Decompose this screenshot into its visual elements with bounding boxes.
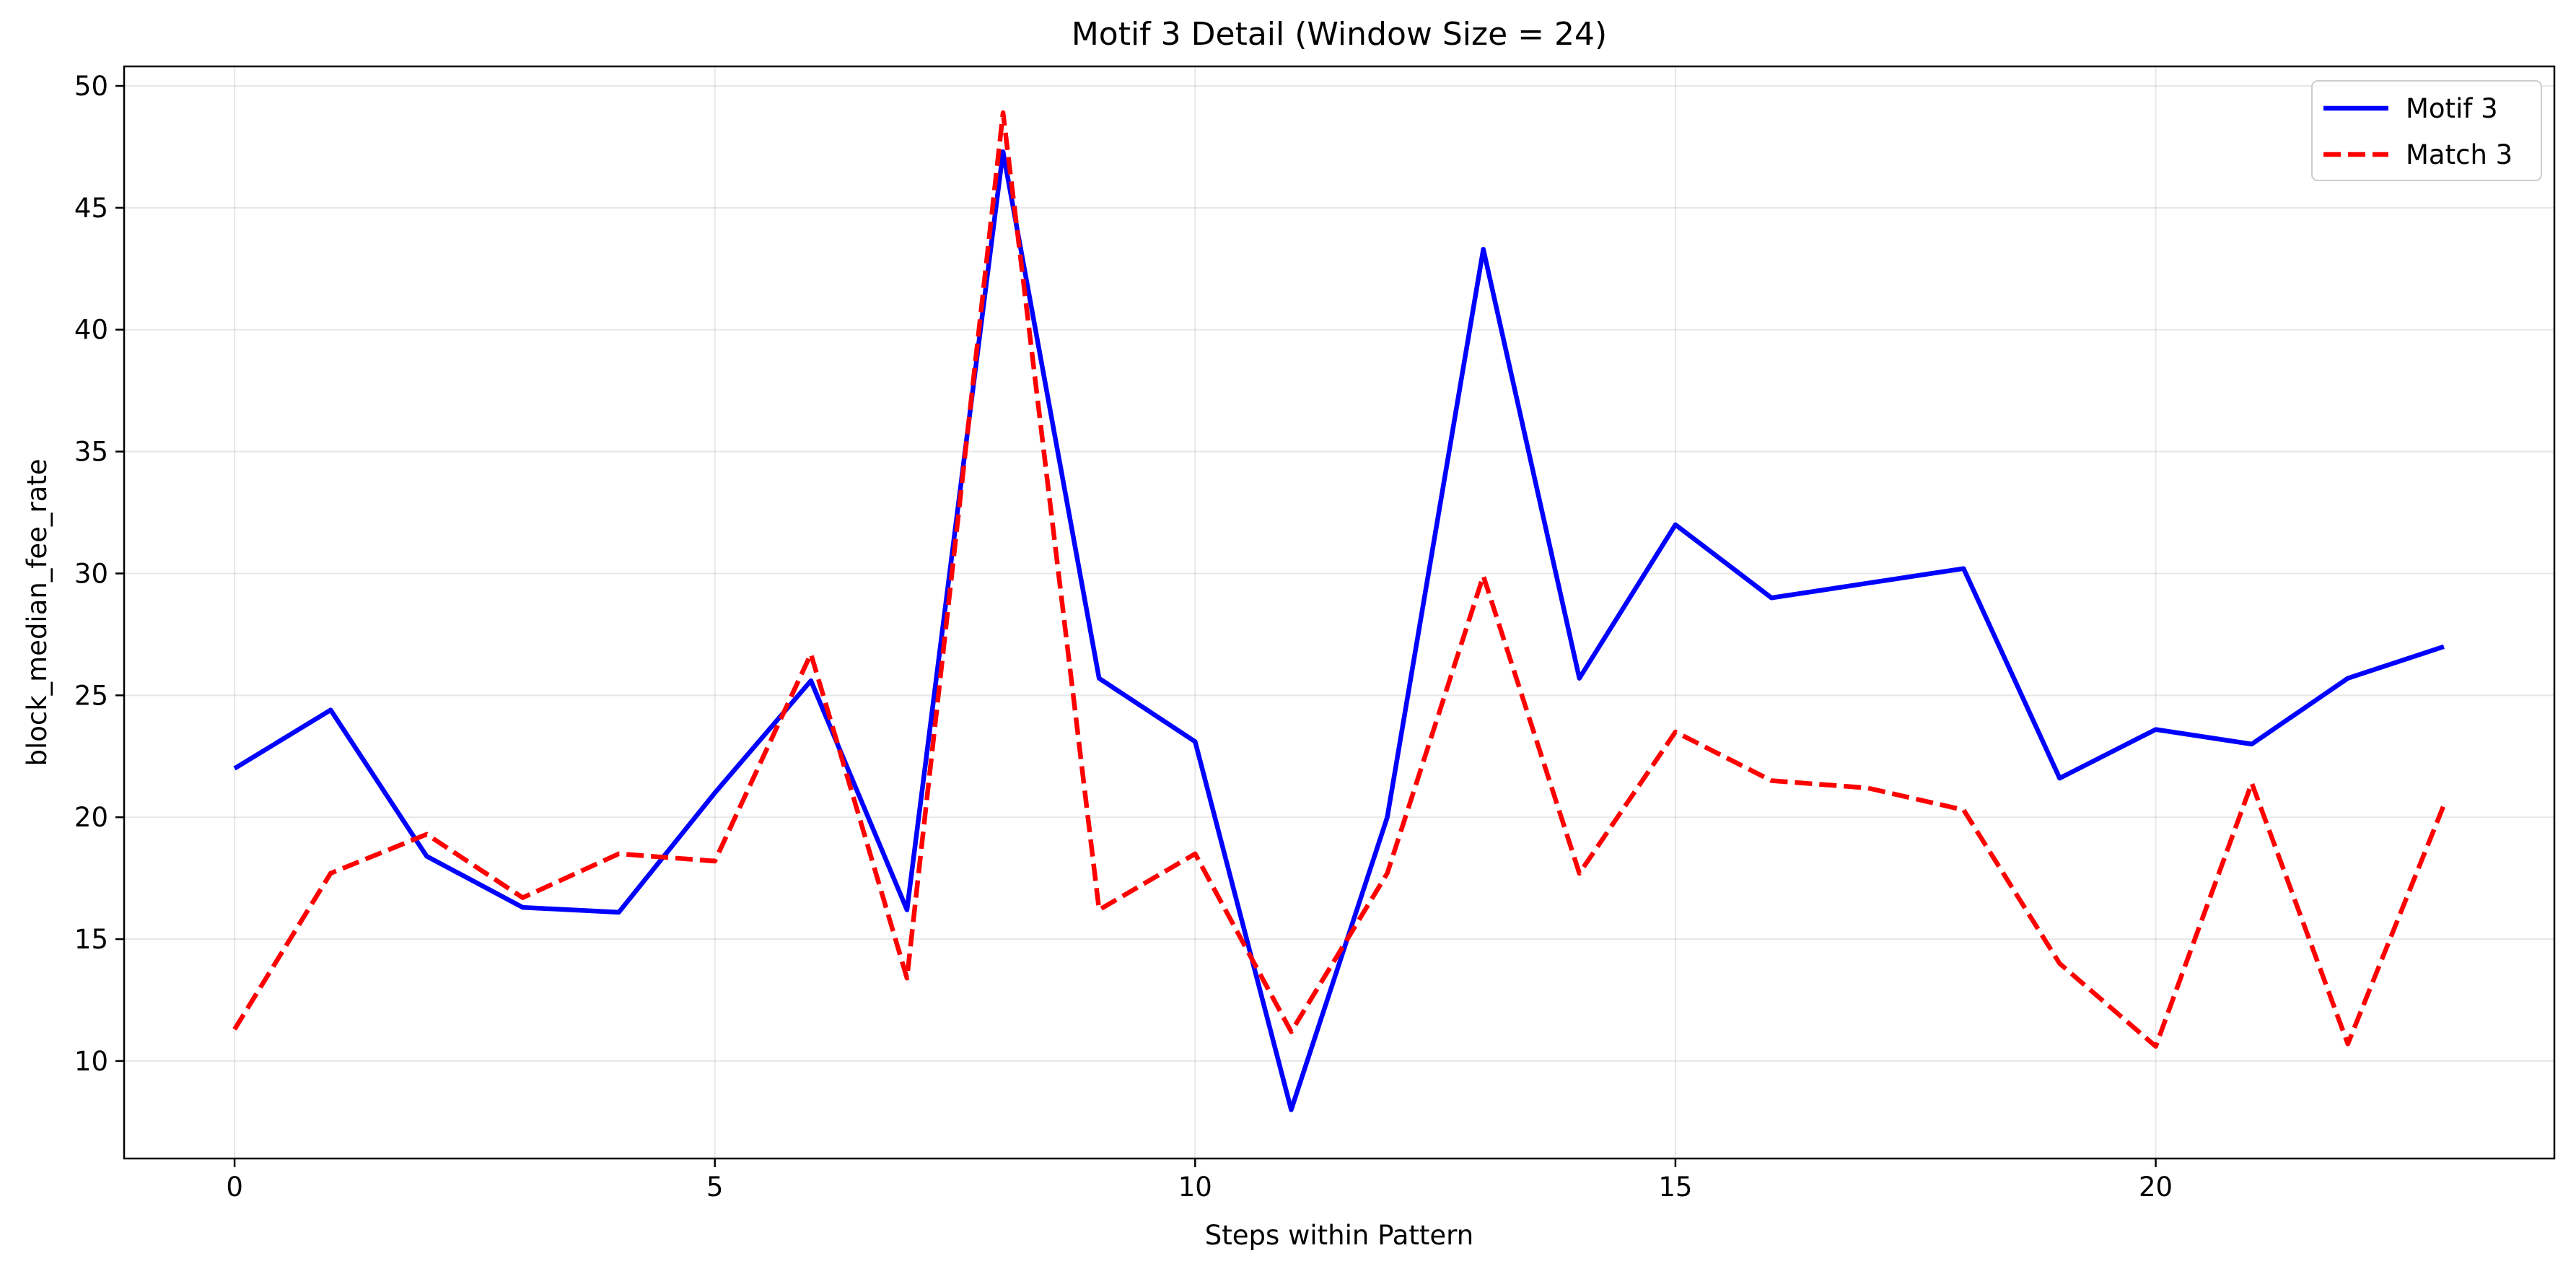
axis-ticks: 0 5 10 15 20 10 15 20 25 30 35 40 45 50 [74,71,2173,1203]
x-tick-label: 15 [1658,1172,1692,1203]
y-tick-label: 40 [74,315,108,346]
legend-label: Match 3 [2406,139,2513,170]
x-tick-label: 5 [706,1172,724,1203]
y-tick-label: 25 [74,680,108,711]
legend-box [2311,80,2542,181]
x-tick-label: 10 [1178,1172,1212,1203]
y-tick-label: 35 [74,437,108,468]
y-tick-label: 50 [74,71,108,102]
y-tick-label: 45 [74,193,108,224]
series-line-motif-3 [233,149,2445,1112]
y-tick-label: 20 [74,802,108,833]
series-line-match-3 [232,110,2446,1049]
grid [124,66,2554,1159]
y-axis-label: block_median_fee_rate [22,458,53,766]
chart-title: Motif 3 Detail (Window Size = 24) [1072,16,1607,53]
legend-label: Motif 3 [2406,93,2498,124]
y-tick-label: 10 [74,1046,108,1077]
plot-lines [232,110,2446,1112]
x-tick-label: 20 [2139,1172,2173,1203]
y-tick-label: 15 [74,924,108,955]
legend: Motif 3 Match 3 [2311,80,2542,181]
plot-frame [123,65,2556,1160]
x-tick-label: 0 [226,1172,243,1203]
x-axis-label: Steps within Pattern [1205,1220,1473,1251]
y-tick-label: 30 [74,558,108,589]
